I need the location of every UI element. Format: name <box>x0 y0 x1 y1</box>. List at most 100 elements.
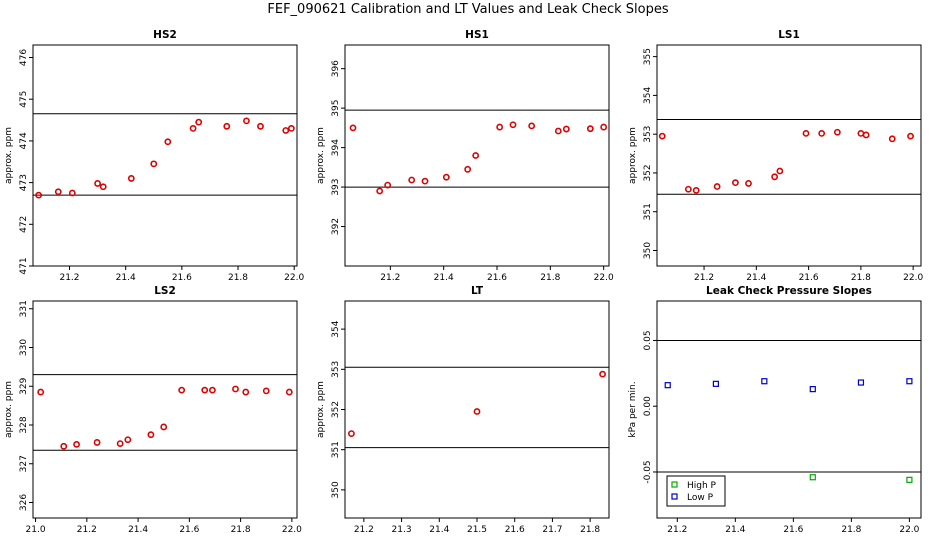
data-point <box>408 176 416 184</box>
panel-lt: LT approx. ppm 21.2 21.3 21.4 21.5 21.6 21.7 21.… <box>316 285 610 535</box>
y-axis-label: kPa per min. <box>628 381 638 437</box>
data-point <box>586 125 594 133</box>
data-point <box>282 127 290 134</box>
data-point <box>802 129 810 137</box>
data-point <box>60 442 68 450</box>
panel-title: HS2 <box>153 29 177 41</box>
y-tick-label: 331 <box>19 300 29 317</box>
x-tick-label: 21.6 <box>172 273 192 283</box>
y-tick-label: 328 <box>19 416 29 433</box>
data-point <box>243 117 250 125</box>
x-tick-label: 22.0 <box>594 273 614 283</box>
data-point <box>178 386 186 394</box>
data-point <box>94 180 101 187</box>
data-point <box>857 379 865 386</box>
y-tick-label: 354 <box>331 320 341 337</box>
plot-frame <box>656 44 922 267</box>
data-point <box>664 382 671 389</box>
y-tick-label: 395 <box>331 100 341 117</box>
x-tick-label: 21.4 <box>725 525 745 535</box>
y-tick-label: 474 <box>19 132 29 149</box>
x-tick-label: 21.4 <box>429 525 449 535</box>
data-point <box>833 128 841 136</box>
y-tick-label: 330 <box>19 339 29 356</box>
y-tick-label: 351 <box>643 203 653 220</box>
plot-frame <box>32 44 298 267</box>
data-point <box>189 124 197 132</box>
data-point <box>376 187 384 195</box>
x-tick-label: 21.6 <box>799 273 819 283</box>
panel-title: HS1 <box>465 29 489 41</box>
x-tick-label: 21.4 <box>116 273 136 283</box>
x-tick-label: 21.3 <box>392 525 412 535</box>
y-axis-label: approx. ppm <box>316 381 326 438</box>
legend-box <box>666 475 726 507</box>
data-point <box>99 183 107 191</box>
data-point <box>906 476 913 483</box>
x-tick-label: 21.2 <box>77 525 97 535</box>
data-point <box>160 423 168 431</box>
y-tick-label: 472 <box>19 216 29 233</box>
data-point <box>93 439 101 446</box>
data-point <box>287 124 295 132</box>
data-point <box>348 430 355 438</box>
x-tick-label: 21.8 <box>231 525 251 535</box>
data-point <box>684 185 692 193</box>
data-point <box>464 165 472 173</box>
data-point <box>528 122 536 130</box>
data-point <box>888 135 896 143</box>
y-axis-label: approx. ppm <box>4 127 14 184</box>
x-tick-label: 21.8 <box>851 273 871 283</box>
x-tick-label: 21.4 <box>746 273 766 283</box>
x-tick-label: 21.2 <box>694 273 714 283</box>
data-point <box>116 440 124 447</box>
data-point <box>776 167 784 175</box>
panel-title: Leak Check Pressure Slopes <box>706 285 872 297</box>
y-tick-label: 351 <box>331 441 341 458</box>
y-tick-label: 329 <box>19 377 29 394</box>
y-tick-label: 350 <box>331 481 341 498</box>
data-point <box>257 122 264 130</box>
data-point <box>232 385 239 393</box>
x-tick-label: 21.2 <box>354 525 374 535</box>
data-point <box>761 378 768 385</box>
data-point <box>473 408 481 415</box>
data-point <box>818 129 826 137</box>
y-tick-label: 392 <box>331 218 341 235</box>
y-tick-label: 393 <box>331 178 341 195</box>
x-tick-label: 21.6 <box>783 525 803 535</box>
data-point <box>349 124 357 132</box>
x-tick-label: 21.6 <box>505 525 525 535</box>
data-point <box>857 129 865 137</box>
data-point <box>68 189 76 197</box>
data-point <box>907 132 914 140</box>
y-tick-label: 396 <box>331 60 341 77</box>
data-point <box>35 191 43 199</box>
y-tick-label: 326 <box>19 494 29 511</box>
plot-frame <box>656 300 922 519</box>
x-tick-label: 21.8 <box>540 273 560 283</box>
y-axis-label: approx. ppm <box>316 127 326 184</box>
panel-hs2: HS2 approx. ppm 21.2 21.4 21.6 21.8 22.0 471 472… <box>4 29 304 283</box>
data-point <box>262 387 270 395</box>
y-tick-label: 350 <box>643 242 653 259</box>
data-point <box>509 121 517 129</box>
x-tick-label: 21.4 <box>128 525 148 535</box>
x-tick-label: 21.8 <box>580 525 600 535</box>
x-tick-label: 21.6 <box>179 525 199 535</box>
data-point <box>209 386 216 394</box>
data-point <box>164 138 172 146</box>
data-point <box>242 388 250 396</box>
data-point <box>285 388 293 396</box>
x-tick-label: 21.8 <box>841 525 861 535</box>
data-point <box>37 388 45 396</box>
panel-title: LS2 <box>154 285 176 297</box>
x-tick-label: 21.4 <box>434 273 454 283</box>
plot-frame <box>344 44 610 267</box>
data-point <box>150 160 158 168</box>
data-point <box>201 386 209 394</box>
data-point <box>658 132 666 140</box>
panel-title: LT <box>471 285 484 297</box>
